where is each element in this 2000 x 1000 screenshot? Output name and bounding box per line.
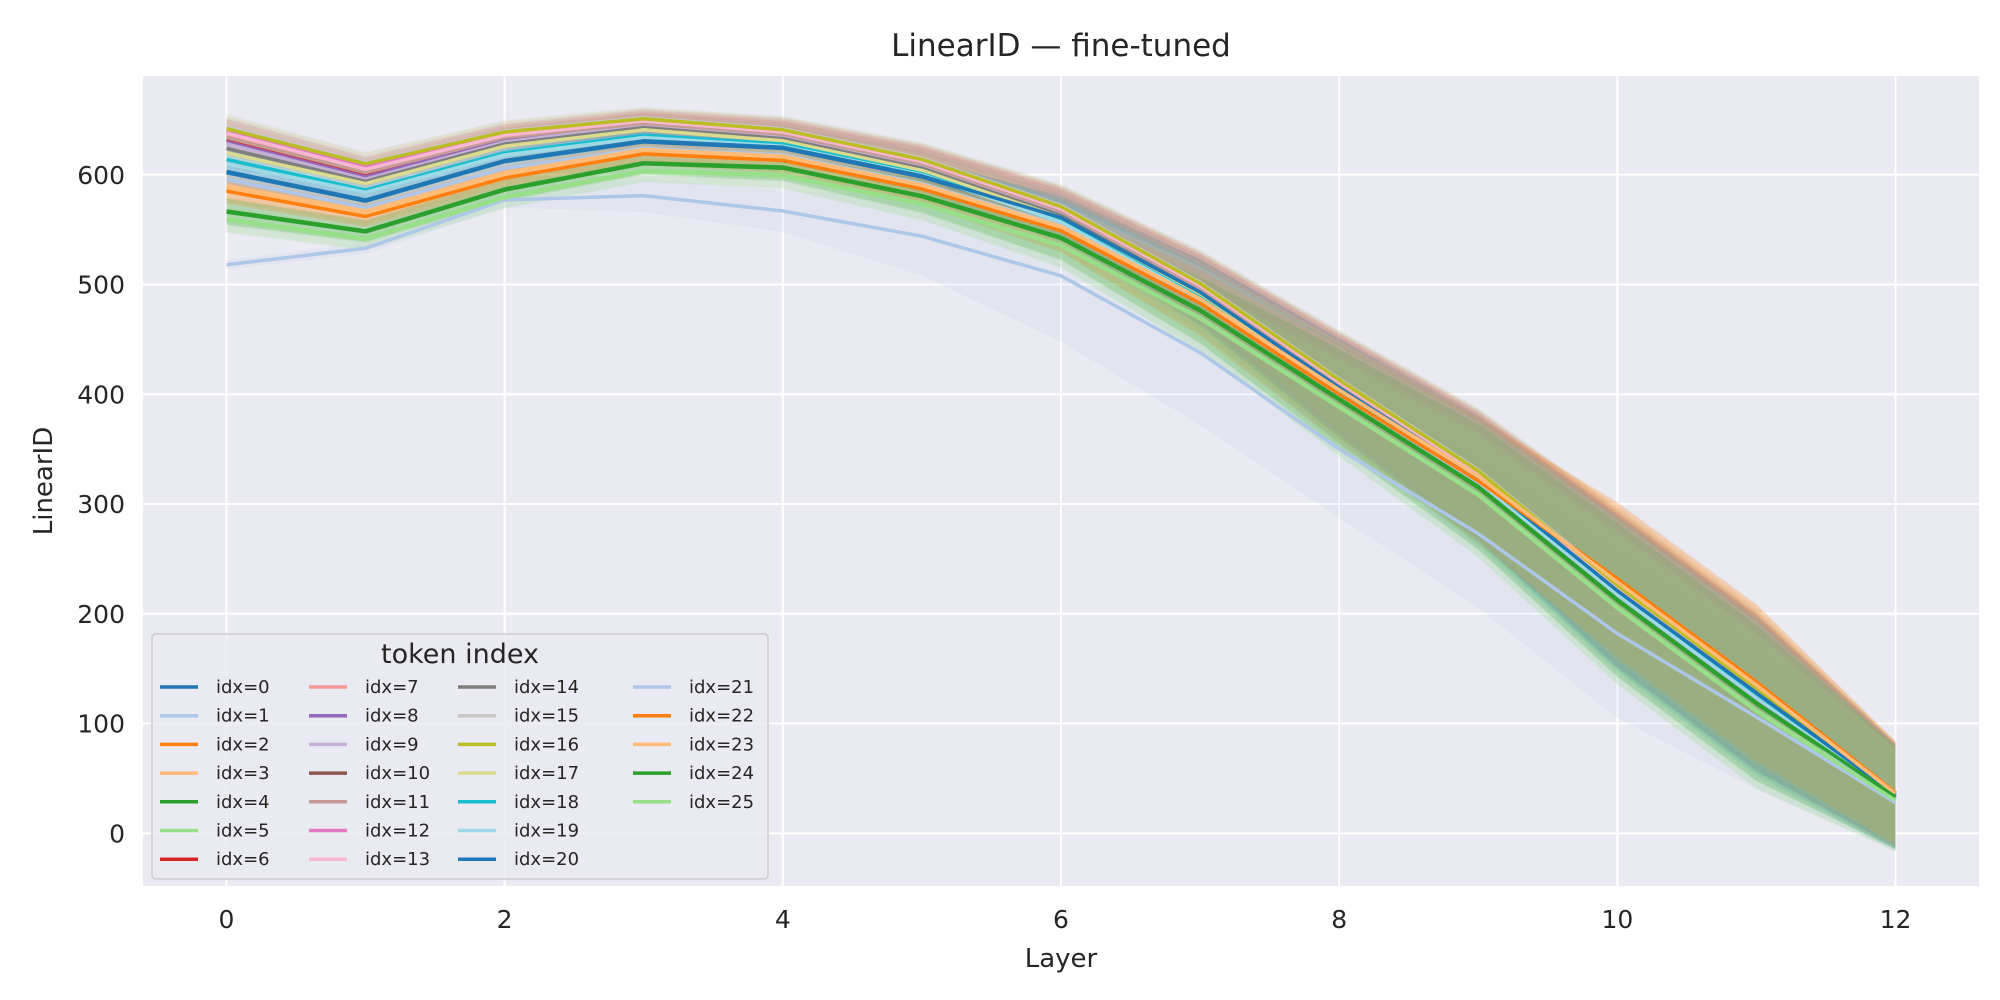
series-line-idx=20 bbox=[226, 139, 1897, 797]
legend-label-idx=0: idx=0 bbox=[216, 677, 270, 698]
band-idx=14 bbox=[226, 116, 1896, 850]
x-tick-label: 6 bbox=[1053, 905, 1069, 934]
y-tick-label: 0 bbox=[109, 819, 125, 848]
chart-title: LinearID — fine-tuned bbox=[891, 28, 1231, 64]
legend-label-idx=8: idx=8 bbox=[365, 706, 419, 727]
legend-label-idx=9: idx=9 bbox=[365, 734, 419, 755]
legend-label-idx=18: idx=18 bbox=[514, 792, 579, 813]
legend-label-idx=2: idx=2 bbox=[216, 734, 270, 755]
legend-label-idx=1: idx=1 bbox=[216, 706, 270, 727]
band-idx=6 bbox=[226, 112, 1896, 848]
series-line-idx=13 bbox=[226, 119, 1897, 797]
series-line-idx=24 bbox=[226, 160, 1897, 799]
band-idx=13 bbox=[226, 110, 1896, 847]
legend-label-idx=11: idx=11 bbox=[365, 792, 430, 813]
band-idx=11 bbox=[226, 112, 1896, 848]
band-idx=18 bbox=[226, 124, 1896, 850]
band-idx=2 bbox=[226, 141, 1896, 845]
x-tick-label: 2 bbox=[497, 905, 513, 934]
band-idx=17 bbox=[226, 118, 1896, 850]
band-idx=7 bbox=[226, 111, 1896, 848]
legend-label-idx=19: idx=19 bbox=[514, 821, 579, 842]
legend-label-idx=12: idx=12 bbox=[365, 821, 430, 842]
legend-label-idx=16: idx=16 bbox=[514, 734, 579, 755]
y-tick-label: 100 bbox=[77, 710, 125, 739]
legend-label-idx=3: idx=3 bbox=[216, 763, 270, 784]
x-tick-label: 8 bbox=[1331, 905, 1347, 934]
series-lines bbox=[226, 115, 1897, 805]
legend-title: token index bbox=[381, 639, 539, 670]
legend-label-idx=17: idx=17 bbox=[514, 763, 579, 784]
band-idx=10 bbox=[226, 110, 1896, 847]
x-tick-label: 12 bbox=[1880, 905, 1912, 934]
series-line-idx=16 bbox=[226, 117, 1897, 796]
band-idx=8 bbox=[226, 113, 1896, 849]
legend-label-idx=25: idx=25 bbox=[689, 792, 754, 813]
x-tick-labels: 0 2 4 6 8 10 12 bbox=[219, 905, 1912, 934]
legend-items: idx=0 idx=1 idx=2 idx=3 idx=4 idx=5 idx=6 idx=7… bbox=[160, 677, 754, 870]
y-axis-label: LinearID bbox=[29, 427, 59, 536]
legend-label-idx=20: idx=20 bbox=[514, 849, 579, 870]
series-line-idx=1 bbox=[226, 193, 1897, 805]
legend-label-idx=21: idx=21 bbox=[689, 677, 754, 698]
legend-label-idx=24: idx=24 bbox=[689, 763, 754, 784]
y-tick-label: 200 bbox=[77, 600, 125, 629]
band-idx=12 bbox=[226, 108, 1896, 847]
legend-label-idx=4: idx=4 bbox=[216, 792, 270, 813]
band-idx=15 bbox=[226, 106, 1896, 846]
band-idx=1 bbox=[226, 179, 1896, 850]
series-line-idx=19 bbox=[226, 135, 1897, 800]
x-tick-label: 0 bbox=[219, 905, 235, 934]
y-tick-labels: 0 100 200 300 400 500 600 bbox=[77, 161, 125, 849]
grid bbox=[143, 76, 1979, 886]
legend-label-idx=14: idx=14 bbox=[514, 677, 579, 698]
series-line-idx=22 bbox=[226, 152, 1897, 795]
legend-label-idx=5: idx=5 bbox=[216, 821, 270, 842]
x-tick-label: 10 bbox=[1601, 905, 1633, 934]
legend-label-idx=23: idx=23 bbox=[689, 734, 754, 755]
legend-label-idx=22: idx=22 bbox=[689, 706, 754, 727]
legend: token index idx=0idx=1idx=2idx=3idx=4idx… bbox=[151, 633, 769, 880]
x-tick-label: 4 bbox=[775, 905, 791, 934]
series-line-idx=23 bbox=[226, 147, 1897, 796]
legend-label-idx=13: idx=13 bbox=[365, 849, 430, 870]
series-line-idx=25 bbox=[226, 169, 1897, 802]
band-idx=16 bbox=[226, 107, 1896, 846]
band-idx=19 bbox=[226, 126, 1896, 850]
legend-label-idx=6: idx=6 bbox=[216, 849, 270, 870]
y-tick-label: 600 bbox=[77, 161, 125, 190]
legend-label-idx=10: idx=10 bbox=[365, 763, 430, 784]
legend-label-idx=15: idx=15 bbox=[514, 706, 579, 727]
legend-label-idx=7: idx=7 bbox=[365, 677, 419, 698]
y-tick-label: 500 bbox=[77, 271, 125, 300]
y-tick-label: 300 bbox=[77, 490, 125, 519]
x-axis-label: Layer bbox=[1025, 944, 1098, 974]
band-idx=9 bbox=[226, 114, 1896, 849]
legend-frame bbox=[151, 633, 769, 880]
band-idx=22 bbox=[226, 143, 1896, 845]
y-tick-label: 400 bbox=[77, 380, 125, 409]
